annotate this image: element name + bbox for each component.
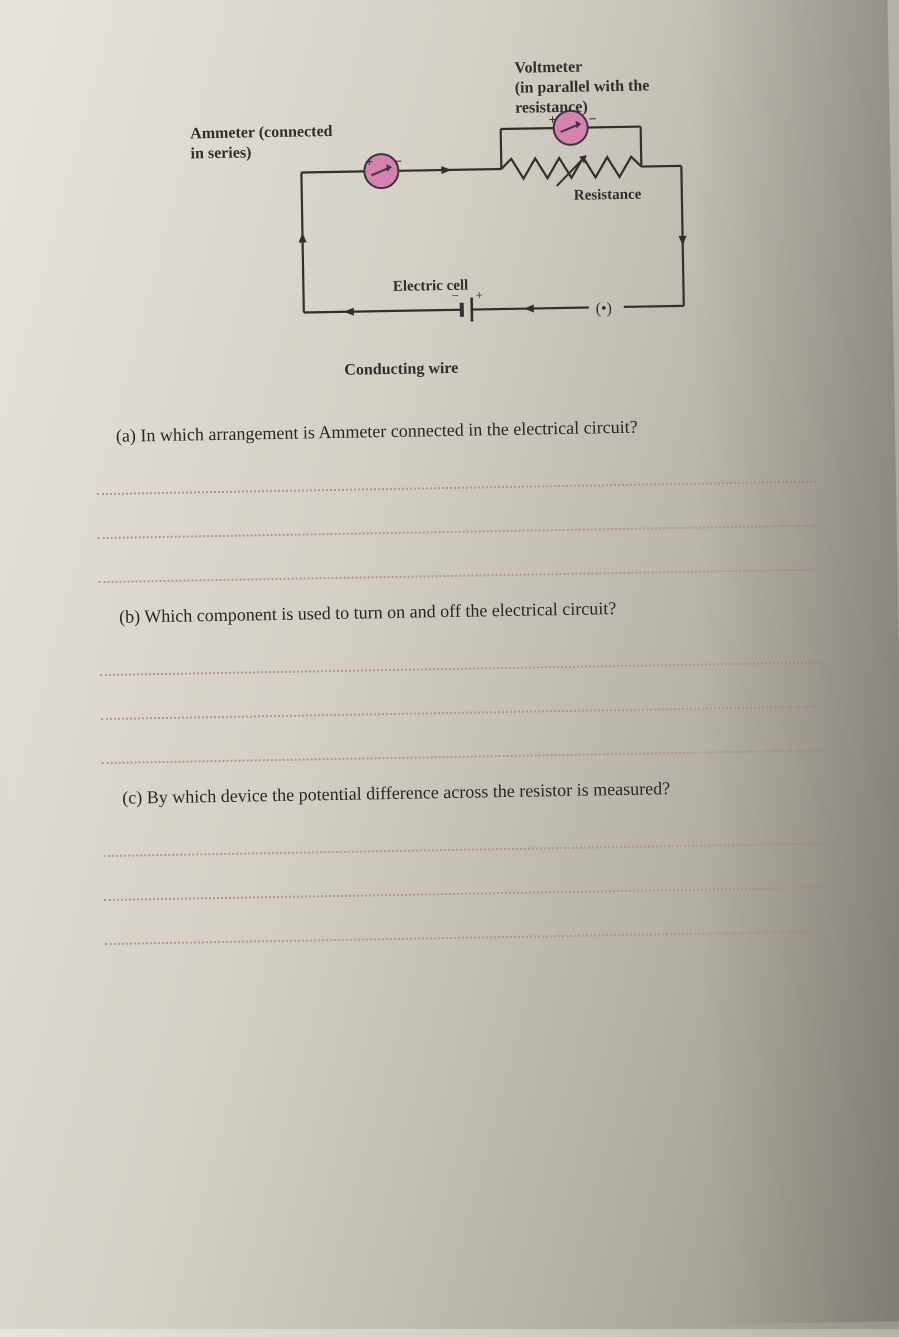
worksheet-page: Voltmeter (in parallel with the resistan…	[19, 13, 880, 1316]
ammeter-label-line2: in series)	[190, 144, 251, 162]
answer-line	[100, 630, 819, 677]
answer-line	[97, 493, 816, 540]
svg-text:−: −	[451, 288, 459, 303]
answer-line	[103, 855, 822, 902]
answer-line	[101, 718, 820, 765]
svg-text:−: −	[394, 155, 402, 170]
answer-line	[100, 674, 819, 721]
answer-line	[96, 449, 815, 496]
answer-line	[103, 811, 822, 858]
svg-text:+: +	[365, 155, 373, 170]
question-a: (a) In which arrangement is Ammeter conn…	[116, 413, 825, 446]
svg-text:−: −	[588, 112, 596, 127]
answer-line	[98, 537, 817, 584]
question-c: (c) By which device the potential differ…	[122, 775, 831, 808]
svg-text:+: +	[475, 287, 483, 302]
voltmeter-label-line1: Voltmeter	[514, 59, 582, 77]
circuit-svg: (•) + − +	[290, 106, 694, 373]
question-b: (b) Which component is used to turn on a…	[119, 594, 828, 627]
svg-text:+: +	[548, 113, 556, 128]
questions-block: (a) In which arrangement is Ammeter conn…	[86, 413, 834, 945]
svg-text:(•): (•)	[595, 300, 612, 317]
voltmeter-label-line2: (in parallel with the	[515, 77, 650, 96]
circuit-diagram: Voltmeter (in parallel with the resistan…	[189, 55, 715, 394]
answer-line	[104, 899, 823, 946]
